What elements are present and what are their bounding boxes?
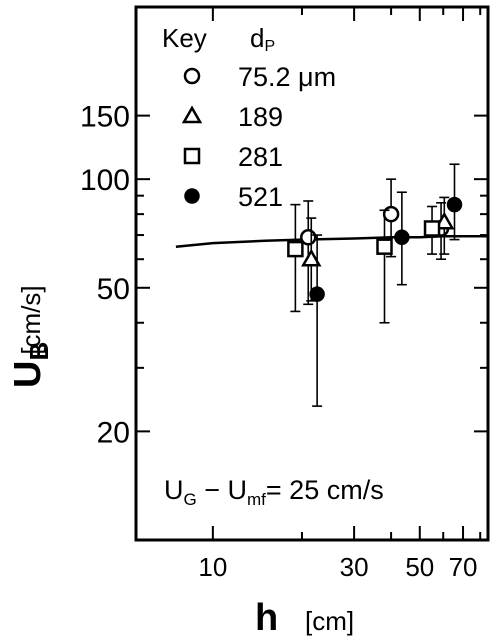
marker-triangle-open (181, 105, 203, 124)
legend-entry-label: 521 (238, 182, 283, 212)
x-tick-label: 70 (449, 552, 478, 582)
marker-circle-filled (309, 286, 325, 302)
data-point (423, 205, 441, 255)
marker-circle-filled (446, 196, 463, 213)
legend-entry-label: 281 (238, 142, 283, 172)
legend-entry-label: 189 (238, 102, 283, 132)
marker-square-open (183, 147, 201, 165)
y-tick-label: 150 (80, 101, 130, 134)
legend-column-header: dP (250, 23, 275, 55)
x-axis-unit: [cm] (305, 606, 354, 636)
x-axis-label: h (255, 597, 278, 638)
data-point (376, 209, 393, 324)
legend-entry: 75.2 μm (183, 62, 336, 92)
y-tick-label: 100 (80, 164, 130, 197)
legend-entry-label: 75.2 μm (238, 62, 336, 92)
x-tick-label: 10 (198, 552, 227, 582)
marker-square-open (287, 240, 304, 258)
legend-entry: 189 (181, 102, 283, 132)
data-point (394, 191, 410, 286)
x-tick-label: 30 (340, 552, 369, 582)
legend-entry: 521 (184, 182, 283, 212)
y-axis-label: UB (7, 342, 54, 388)
marker-square-open (376, 238, 393, 255)
marker-square-open (423, 220, 441, 237)
legend-title: Key (162, 23, 207, 53)
fit-curve (175, 234, 488, 248)
data-point (301, 217, 322, 302)
marker-triangle-open (301, 248, 322, 267)
legend: Key dP 75.2 μm 189 281 521 (162, 23, 336, 212)
tick-labels: 20 50 100 150 10 30 50 70 (80, 101, 478, 582)
data-point (287, 203, 304, 313)
plot-frame (134, 5, 490, 542)
y-tick-label: 20 (97, 416, 130, 449)
marker-circle-open (183, 67, 201, 85)
marker-circle-open (382, 205, 400, 223)
legend-entries: 75.2 μm 189 281 521 (181, 62, 336, 212)
marker-circle-filled (394, 229, 410, 246)
data-points (287, 163, 463, 407)
data-point (309, 234, 325, 407)
legend-entry: 281 (183, 142, 283, 172)
y-axis-unit: [cm/s] (16, 285, 46, 354)
data-point (446, 163, 463, 241)
fit-curve-layer (175, 234, 488, 248)
y-tick-label: 50 (97, 273, 130, 306)
annotation-velocity-excess: UG − Umf= 25 cm/s (164, 475, 384, 509)
x-tick-label: 50 (405, 552, 434, 582)
marker-circle-filled (184, 188, 200, 204)
